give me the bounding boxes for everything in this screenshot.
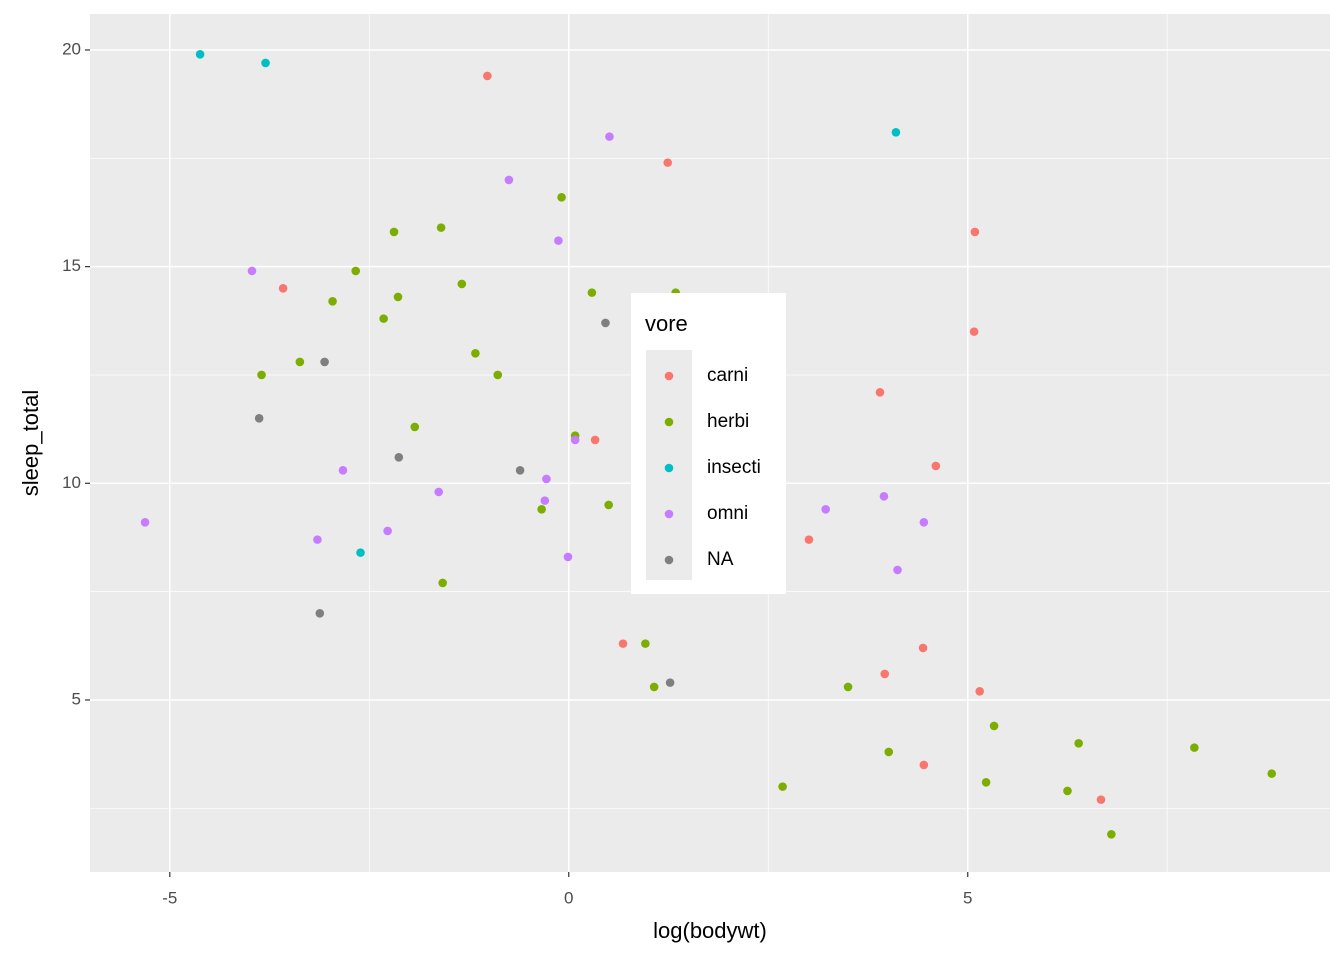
point bbox=[880, 669, 890, 679]
legend-label: omni bbox=[707, 503, 748, 524]
point bbox=[383, 526, 392, 536]
x-tick-label: 5 bbox=[963, 888, 972, 907]
point bbox=[570, 435, 580, 445]
point bbox=[804, 535, 814, 544]
point bbox=[379, 314, 388, 323]
point bbox=[843, 682, 853, 692]
point bbox=[981, 778, 991, 787]
legend: vore carni herbi insecti omni NA bbox=[631, 293, 786, 594]
legend-label: insecti bbox=[707, 457, 761, 478]
point bbox=[604, 500, 613, 510]
point bbox=[493, 370, 503, 380]
point bbox=[394, 453, 404, 462]
point bbox=[351, 266, 361, 276]
point bbox=[320, 357, 329, 367]
point bbox=[1063, 786, 1072, 796]
legend-label: carni bbox=[707, 365, 748, 386]
legend-key bbox=[664, 509, 674, 519]
point bbox=[540, 496, 550, 505]
x-tick-label: 0 bbox=[564, 888, 573, 907]
point bbox=[542, 474, 551, 484]
point bbox=[875, 388, 885, 397]
point bbox=[457, 279, 467, 289]
point bbox=[195, 50, 205, 59]
point bbox=[605, 132, 614, 141]
point bbox=[1107, 830, 1116, 839]
point bbox=[471, 349, 480, 358]
legend-key bbox=[664, 371, 674, 381]
point bbox=[969, 327, 979, 336]
point bbox=[778, 782, 787, 791]
point bbox=[504, 175, 514, 185]
point bbox=[257, 370, 266, 380]
point bbox=[663, 158, 673, 167]
point bbox=[315, 609, 325, 618]
point bbox=[295, 357, 305, 367]
point bbox=[338, 466, 348, 475]
point bbox=[641, 639, 650, 648]
point bbox=[557, 193, 566, 202]
point bbox=[515, 466, 525, 475]
point bbox=[434, 487, 444, 497]
point bbox=[1096, 795, 1106, 804]
point bbox=[665, 678, 675, 687]
point bbox=[618, 639, 628, 648]
point bbox=[140, 518, 150, 527]
point bbox=[649, 682, 659, 692]
point bbox=[931, 461, 941, 471]
point bbox=[1190, 743, 1199, 752]
point bbox=[328, 297, 337, 306]
point bbox=[393, 292, 403, 302]
point bbox=[601, 318, 610, 328]
point bbox=[278, 284, 288, 293]
point bbox=[919, 518, 929, 527]
point bbox=[389, 227, 399, 237]
point bbox=[261, 58, 270, 68]
point bbox=[436, 223, 446, 232]
point bbox=[254, 414, 264, 423]
point bbox=[587, 288, 597, 297]
point bbox=[438, 578, 447, 588]
point bbox=[975, 687, 985, 696]
point bbox=[313, 535, 322, 544]
point bbox=[879, 492, 889, 501]
point bbox=[1074, 739, 1083, 748]
point bbox=[483, 71, 492, 81]
legend-key bbox=[664, 417, 674, 427]
legend-key bbox=[664, 463, 674, 473]
point bbox=[884, 747, 894, 757]
legend-key bbox=[664, 555, 674, 565]
y-tick-label: 10 bbox=[62, 473, 81, 492]
legend-title: vore bbox=[645, 311, 688, 336]
y-tick-label: 15 bbox=[62, 256, 81, 275]
legend-label: herbi bbox=[707, 411, 749, 432]
point bbox=[247, 266, 257, 276]
point bbox=[537, 505, 546, 514]
point bbox=[891, 128, 901, 137]
point bbox=[554, 236, 563, 245]
x-tick-label: -5 bbox=[162, 888, 177, 907]
point bbox=[893, 565, 902, 575]
point bbox=[989, 721, 999, 731]
point bbox=[1267, 769, 1277, 778]
legend-label: NA bbox=[707, 549, 734, 570]
point bbox=[563, 552, 573, 562]
x-axis-title: log(bodywt) bbox=[653, 918, 767, 943]
y-tick-label: 20 bbox=[62, 39, 81, 58]
point bbox=[919, 760, 929, 770]
y-tick-label: 5 bbox=[72, 689, 81, 708]
point bbox=[356, 548, 365, 557]
point bbox=[410, 422, 420, 432]
y-axis-title: sleep_total bbox=[18, 390, 43, 496]
point bbox=[590, 435, 600, 445]
point bbox=[821, 505, 831, 514]
point bbox=[970, 227, 980, 237]
point bbox=[918, 643, 928, 653]
